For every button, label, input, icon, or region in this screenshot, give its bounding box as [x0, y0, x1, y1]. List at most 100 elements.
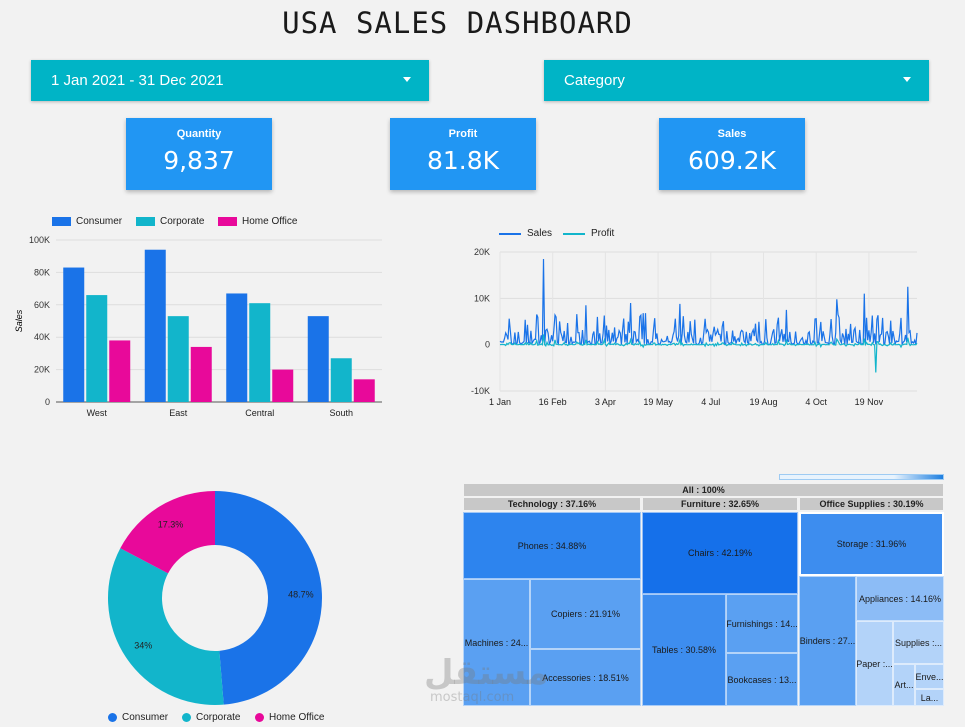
treemap-cell[interactable]: Machines : 24...: [463, 579, 530, 706]
treemap-cell[interactable]: Copiers : 21.91%: [530, 579, 641, 649]
treemap-cell[interactable]: Appliances : 14.16%: [856, 576, 944, 621]
page-title: USA SALES DASHBOARD: [282, 6, 633, 40]
treemap-cell[interactable]: Supplies :...: [893, 621, 944, 664]
watermark-site: mostaql.com: [430, 690, 515, 705]
donut-slice: [107, 548, 224, 705]
bar: [307, 316, 329, 402]
treemap-cell[interactable]: Accessories : 18.51%: [530, 649, 641, 706]
bar: [63, 267, 85, 402]
category-filter[interactable]: Category: [544, 60, 929, 101]
y-tick-label: 0: [485, 340, 490, 350]
treemap-cell[interactable]: Chairs : 42.19%: [642, 512, 798, 594]
legend-label: Sales: [527, 228, 553, 239]
x-tick-label: East: [169, 408, 188, 418]
treemap-cell[interactable]: La...: [915, 689, 944, 706]
legend-swatch: [52, 217, 71, 226]
bar: [144, 249, 166, 402]
legend-swatch: [255, 713, 264, 722]
x-tick-label: 16 Feb: [539, 397, 567, 407]
chevron-down-icon: [903, 77, 911, 82]
donut-chart: 48.7% 34% 17.3%: [107, 491, 322, 705]
line-chart: -10K 0 10K 20K 1 Jan 16 Feb 3 Apr 19 May 4 Jul 19…: [471, 247, 918, 407]
category-label: Category: [564, 72, 625, 89]
treemap-cell[interactable]: Tables : 30.58%: [642, 594, 726, 706]
x-tick-label: Central: [245, 408, 274, 418]
legend-consumer[interactable]: Consumer: [108, 712, 168, 723]
bar: [249, 303, 271, 402]
slice-label: 17.3%: [158, 519, 184, 529]
kpi-label: Quantity: [176, 128, 222, 140]
donut-slice: [215, 491, 322, 705]
slice-label: 34%: [134, 640, 152, 650]
legend-swatch: [563, 232, 585, 235]
treemap-group-header[interactable]: Office Supplies : 30.19%: [799, 497, 944, 511]
legend-corporate[interactable]: Corporate: [136, 216, 204, 227]
y-tick-label: 10K: [474, 293, 490, 303]
donut-slice: [120, 491, 215, 574]
legend-home-office[interactable]: Home Office: [255, 712, 324, 723]
bar: [226, 293, 248, 402]
legend-swatch: [182, 713, 191, 722]
treemap-group-header[interactable]: Technology : 37.16%: [463, 497, 641, 511]
x-tick-label: South: [329, 408, 353, 418]
treemap-cell[interactable]: Art...: [893, 664, 915, 706]
bar: [353, 379, 375, 402]
y-tick-label: 80K: [34, 267, 50, 277]
bar: [272, 369, 294, 402]
legend-swatch: [499, 232, 521, 235]
bar: [190, 346, 212, 402]
treemap-cell[interactable]: Paper :...: [856, 621, 893, 706]
y-tick-label: 20K: [474, 247, 490, 257]
legend-profit[interactable]: Profit: [563, 228, 614, 239]
legend-label: Home Office: [269, 712, 325, 723]
x-tick-label: 3 Apr: [595, 397, 616, 407]
treemap-cell[interactable]: Storage : 31.96%: [799, 512, 944, 576]
y-tick-label: 60K: [34, 300, 50, 310]
date-range-label: 1 Jan 2021 - 31 Dec 2021: [51, 72, 224, 89]
kpi-sales-card: Sales 609.2K: [659, 118, 805, 190]
sales-series-line: [499, 258, 918, 346]
legend-consumer[interactable]: Consumer: [52, 216, 122, 227]
y-tick-label: -10K: [471, 386, 490, 396]
legend-label: Consumer: [76, 216, 123, 227]
x-tick-label: 1 Jan: [489, 397, 511, 407]
legend-swatch: [108, 713, 117, 722]
y-tick-label: 20K: [34, 365, 50, 375]
profit-series-line: [499, 334, 918, 373]
kpi-profit-card: Profit 81.8K: [390, 118, 536, 190]
treemap-cell[interactable]: Furnishings : 14...: [726, 594, 798, 653]
bar-chart: 0 20K 40K 60K 80K 100K Sales West East Central Sou…: [14, 235, 382, 418]
treemap-cell[interactable]: Enve...: [915, 664, 944, 689]
bar: [167, 316, 189, 402]
legend-sales[interactable]: Sales: [499, 228, 552, 239]
x-tick-label: West: [87, 408, 108, 418]
y-tick-label: 0: [45, 397, 50, 407]
kpi-quantity-card: Quantity 9,837: [126, 118, 272, 190]
treemap-cell[interactable]: Phones : 34.88%: [463, 512, 641, 579]
legend-label: Home Office: [242, 216, 298, 227]
x-tick-label: 4 Oct: [805, 397, 827, 407]
treemap-cell[interactable]: Bookcases : 13...: [726, 653, 798, 706]
date-range-filter[interactable]: 1 Jan 2021 - 31 Dec 2021: [31, 60, 429, 101]
legend-corporate[interactable]: Corporate: [182, 712, 240, 723]
kpi-value: 81.8K: [426, 146, 500, 175]
x-tick-label: 19 Aug: [749, 397, 777, 407]
y-tick-label: 40K: [34, 332, 50, 342]
bar: [109, 340, 131, 402]
treemap-group-header[interactable]: Furniture : 32.65%: [642, 497, 798, 511]
bar: [330, 358, 352, 402]
legend-home-office[interactable]: Home Office: [218, 216, 297, 227]
legend-label: Corporate: [196, 712, 241, 723]
x-tick-label: 19 May: [643, 397, 673, 407]
treemap-root-header[interactable]: All : 100%: [463, 483, 944, 497]
kpi-label: Profit: [448, 128, 478, 140]
y-tick-label: 100K: [29, 235, 50, 245]
kpi-label: Sales: [717, 128, 747, 140]
x-tick-label: 19 Nov: [855, 397, 884, 407]
bar: [86, 295, 108, 402]
watermark: مستقل mostaql.com: [424, 656, 548, 706]
y-axis-title: Sales: [14, 309, 24, 332]
treemap-scrollbar[interactable]: [779, 474, 944, 480]
kpi-value: 609.2K: [688, 146, 776, 175]
treemap-cell[interactable]: Binders : 27...: [799, 576, 856, 706]
